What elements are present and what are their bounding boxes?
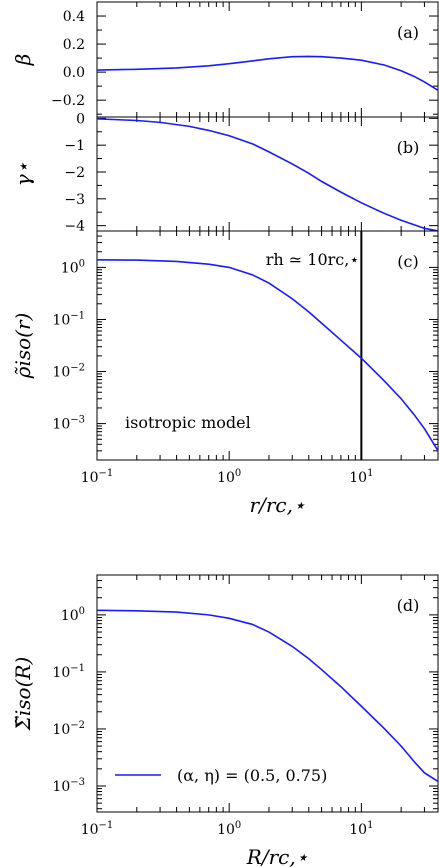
y-axis-label: β — [11, 54, 35, 67]
y-tick-label: −2 — [64, 165, 85, 181]
panel-a: 0.4 0.2 0.0 −0.2 (a) β — [11, 1, 439, 118]
y-tick-label: 10−3 — [52, 415, 85, 433]
y-tick-label: 0.4 — [63, 9, 85, 25]
y-axis-label: γ⋆ — [11, 162, 35, 186]
panel-b: 0 −1 −2 −3 −4 (b) γ⋆ — [11, 111, 439, 235]
axes-frame — [96, 230, 439, 461]
panel-letter: (a) — [397, 23, 419, 42]
y-tick-label: 0 — [76, 111, 85, 127]
x-tick-label: 10−1 — [81, 820, 114, 838]
panel-letter: (c) — [397, 252, 418, 271]
panel-letter: (b) — [397, 138, 420, 157]
series-line — [97, 118, 438, 231]
series-line — [97, 258, 438, 452]
y-tick-label: 100 — [61, 606, 85, 624]
y-tick-label: 10−2 — [52, 363, 85, 381]
x-axis-label: r/rc,⋆ — [250, 493, 306, 517]
legend-label: (α, η) = (0.5, 0.75) — [177, 766, 327, 785]
x-axis-label: R/rc,⋆ — [246, 845, 308, 867]
y-tick-label: 10−2 — [52, 720, 85, 738]
y-tick-label: 10−1 — [52, 310, 85, 328]
series-line — [97, 55, 438, 92]
y-tick-label: −1 — [64, 138, 85, 154]
x-tick-label: 100 — [217, 820, 241, 838]
panel-c: rh ≃ 10rc,⋆ (c) isotropic model ρ̃iso(r) r/r… — [11, 230, 439, 517]
x-tick-label: 100 — [217, 468, 241, 486]
y-tick-label: 10−3 — [52, 777, 85, 795]
y-axis-label: ρ̃iso(r) — [11, 313, 35, 380]
series-line — [97, 609, 438, 783]
x-tick-label: 101 — [349, 468, 373, 486]
model-annotation: isotropic model — [125, 413, 251, 432]
x-tick-label: 101 — [349, 820, 373, 838]
y-tick-label: 0.0 — [63, 65, 85, 81]
y-tick-label: 100 — [61, 258, 85, 276]
y-tick-label: −4 — [64, 219, 85, 235]
panel-d: (d) (α, η) = (0.5, 0.75) Σ̃iso(R) R/rc,⋆ — [11, 574, 439, 867]
y-tick-label: 10−1 — [52, 663, 85, 681]
axes-frame — [96, 574, 439, 813]
y-tick-label: −0.2 — [51, 93, 85, 109]
x-tick-label: 10−1 — [81, 468, 114, 486]
y-tick-label: −3 — [64, 192, 85, 208]
y-axis-label: Σ̃iso(R) — [11, 657, 35, 732]
y-tick-label: 0.2 — [63, 37, 85, 53]
panel-letter: (d) — [397, 596, 420, 615]
vline-label: rh ≃ 10rc,⋆ — [266, 250, 360, 269]
